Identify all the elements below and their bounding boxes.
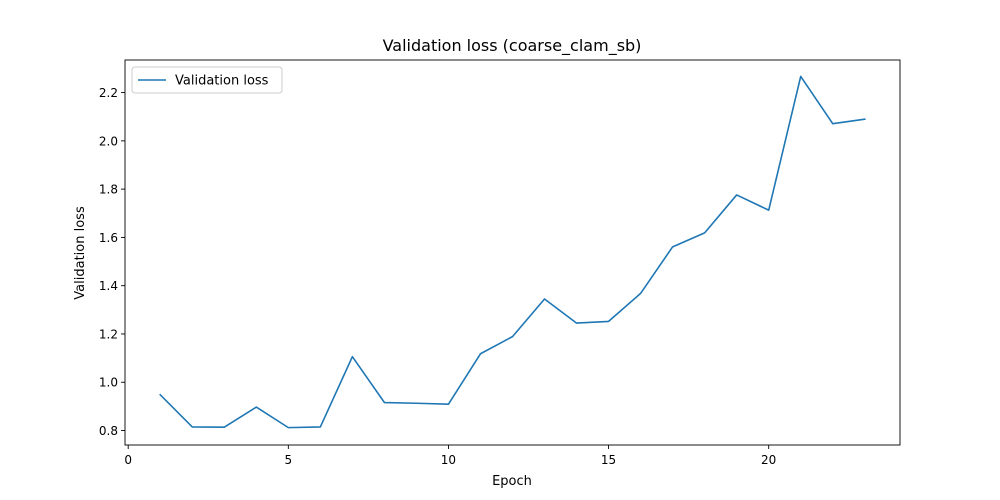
y-tick-label: 2.2 [99, 86, 118, 100]
y-tick-label: 0.8 [99, 424, 118, 438]
chart-title: Validation loss (coarse_clam_sb) [383, 36, 642, 56]
x-tick-label: 20 [761, 453, 776, 467]
plot-area: 0 5 10 15 20 0.8 1.0 1.2 1.4 1.6 1.8 2.0 2.2 Validati… [99, 59, 901, 467]
legend-box [131, 66, 283, 94]
x-tick-label: 0 [124, 453, 132, 467]
y-tick-label: 2.0 [99, 134, 118, 148]
y-axis-label: Validation loss [73, 206, 88, 300]
y-tick-label: 1.6 [99, 231, 118, 245]
y-tick-label: 1.0 [99, 376, 118, 390]
x-axis-label: Epoch [492, 474, 532, 489]
axes-frame [124, 59, 901, 446]
y-tick-label: 1.2 [99, 327, 118, 341]
x-tick-label: 10 [441, 453, 456, 467]
legend-label: Validation loss [175, 74, 269, 89]
x-tick-label: 15 [601, 453, 616, 467]
x-tick-label: 5 [285, 453, 293, 467]
y-tick-label: 1.4 [99, 279, 118, 293]
series-line-0 [159, 75, 866, 429]
y-tick-label: 1.8 [99, 183, 118, 197]
